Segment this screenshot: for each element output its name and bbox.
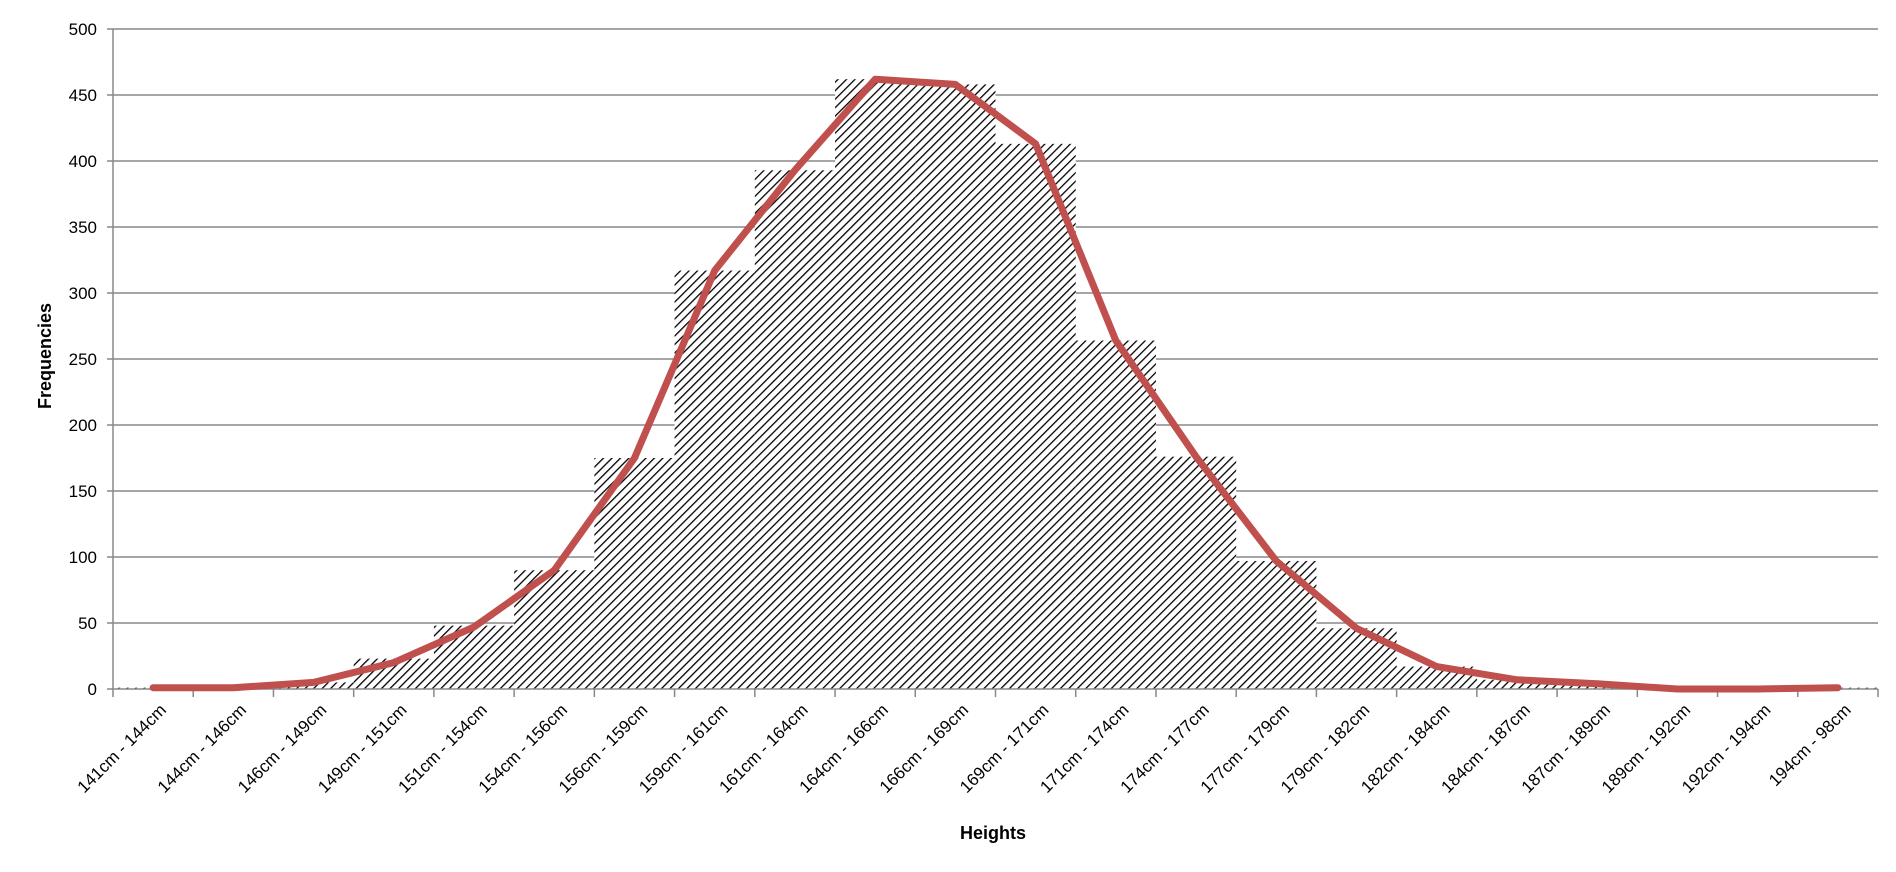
y-axis-title: Frequencies xyxy=(35,303,55,409)
axes xyxy=(107,28,1879,697)
y-tick-label: 200 xyxy=(69,416,97,435)
histogram-bar xyxy=(754,170,836,690)
histogram-bar xyxy=(1476,679,1558,689)
histogram-bar xyxy=(835,79,916,689)
y-tick-label: 300 xyxy=(69,284,97,303)
x-axis-title: Heights xyxy=(960,823,1026,843)
y-tick-label: 100 xyxy=(69,548,97,567)
x-tick-label: 194cm - 98cm xyxy=(1765,700,1855,790)
histogram-bar xyxy=(1075,340,1156,689)
y-tick-label: 0 xyxy=(88,680,97,699)
histogram-bar xyxy=(1316,628,1397,689)
line-series xyxy=(149,75,1842,693)
histogram-bar xyxy=(915,84,996,689)
y-tick-label: 350 xyxy=(69,218,97,237)
histogram-bar xyxy=(433,625,515,689)
histogram-bar xyxy=(995,143,1076,690)
y-tick-label: 450 xyxy=(69,86,97,105)
y-tick-label: 250 xyxy=(69,350,97,369)
frequency-line xyxy=(149,75,1842,693)
y-tick-label: 400 xyxy=(69,152,97,171)
y-tick-label: 500 xyxy=(69,20,97,39)
y-tick-label: 50 xyxy=(78,614,97,633)
bars xyxy=(113,79,1878,690)
y-tick-label: 150 xyxy=(69,482,97,501)
